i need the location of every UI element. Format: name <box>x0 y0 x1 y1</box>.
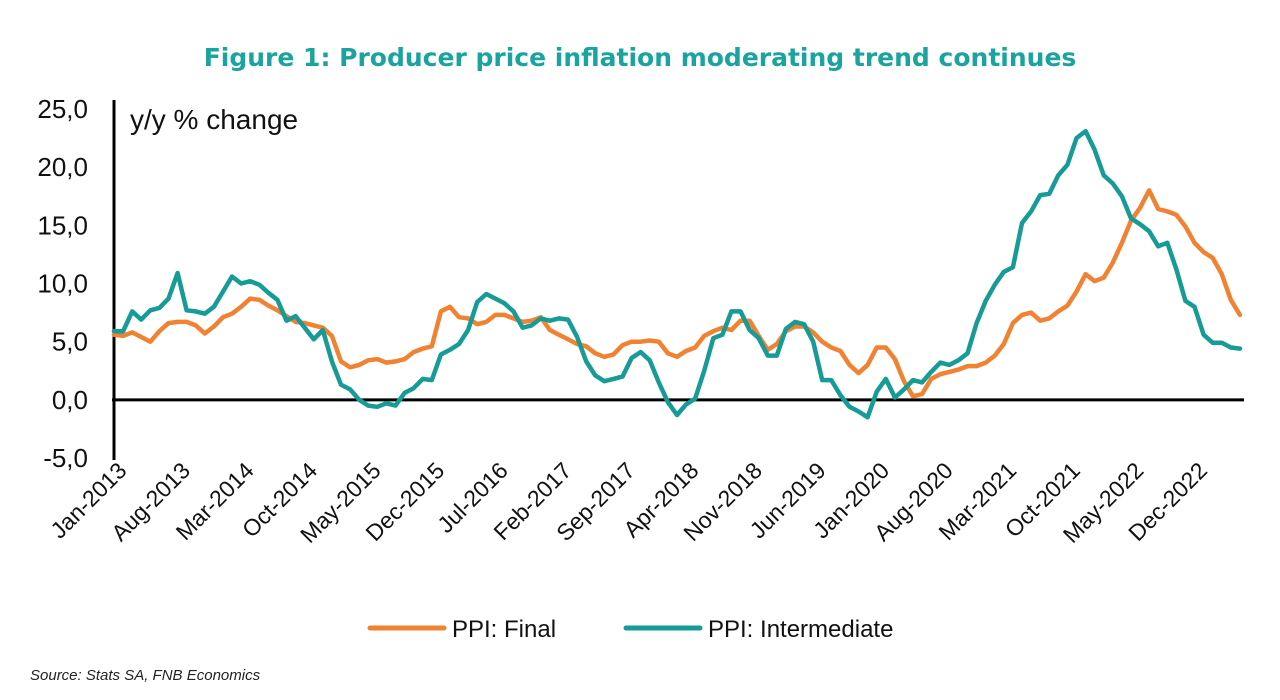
y-tick-labels: -5,0 0,0 5,0 10,0 15,0 20,0 25,0 <box>37 94 88 473</box>
y-tick-label: -5,0 <box>43 443 88 473</box>
y-axis-label: y/y % change <box>130 104 298 135</box>
x-tick-labels: Jan-2013Aug-2013Mar-2014Oct-2014May-2015… <box>45 457 1212 548</box>
y-tick-label: 10,0 <box>37 269 88 299</box>
y-tick-label: 25,0 <box>37 94 88 124</box>
series-lines <box>111 128 1243 420</box>
y-tick-label: 5,0 <box>52 327 88 357</box>
y-tick-label: 0,0 <box>52 385 88 415</box>
series-line-ppi-intermediate <box>111 128 1243 420</box>
chart-title: Figure 1: Producer price inflation moder… <box>204 43 1077 72</box>
legend-label-intermediate: PPI: Intermediate <box>708 616 893 643</box>
legend-label-final: PPI: Final <box>452 616 556 643</box>
y-tick-label: 15,0 <box>37 210 88 240</box>
source-note: Source: Stats SA, FNB Economics <box>30 667 261 684</box>
series-line-ppi-final <box>111 188 1243 399</box>
y-tick-label: 20,0 <box>37 152 88 182</box>
legend: PPI: Final PPI: Intermediate <box>367 616 893 643</box>
